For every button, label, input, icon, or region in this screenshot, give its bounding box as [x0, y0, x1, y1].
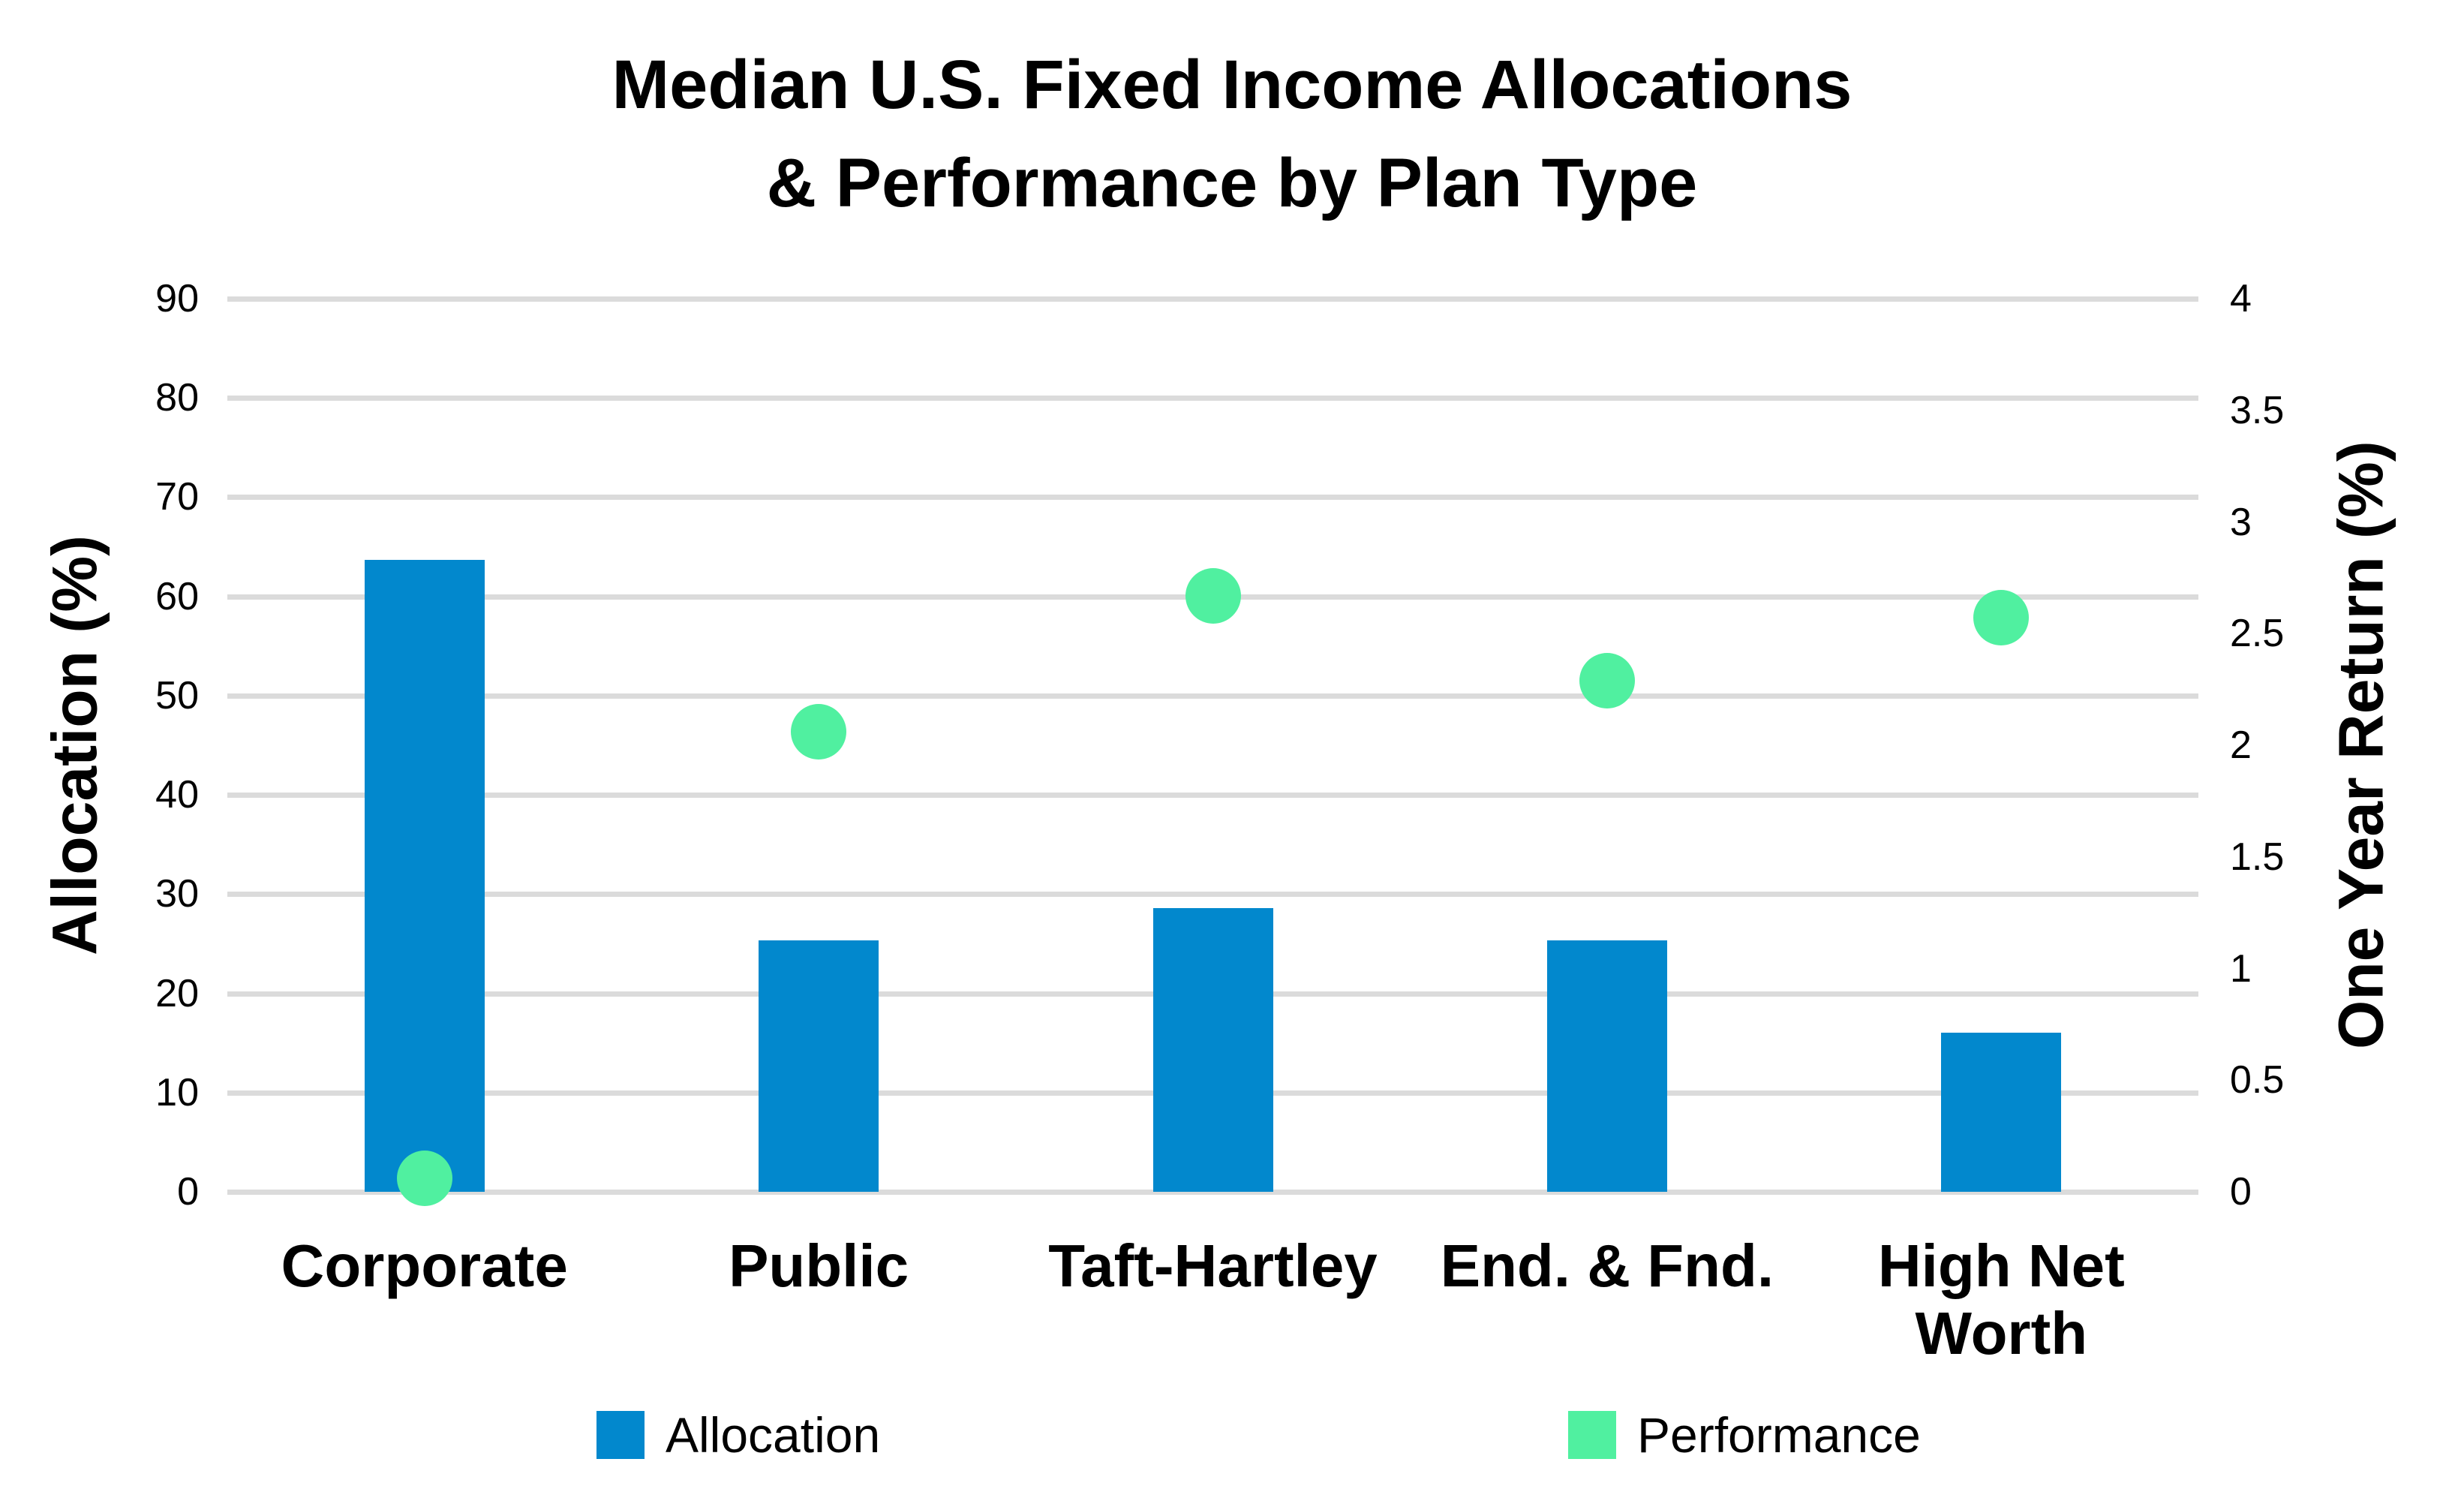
gridline — [227, 892, 2198, 898]
left-tick-label: 10 — [155, 1070, 199, 1114]
performance-dot — [791, 704, 847, 760]
gridline — [227, 495, 2198, 501]
allocation-bar — [364, 559, 485, 1192]
left-tick-label: 30 — [155, 872, 199, 916]
legend-item-performance: Performance — [1568, 1406, 1921, 1463]
performance-legend-label: Performance — [1637, 1407, 1921, 1463]
right-tick-label: 3 — [2230, 500, 2252, 544]
right-tick-label: 4 — [2230, 277, 2252, 320]
left-tick-label: 80 — [155, 376, 199, 420]
performance-dot — [1973, 590, 2030, 646]
right-tick-label: 1 — [2230, 946, 2252, 991]
chart-title: Median U.S. Fixed Income Allocations & P… — [0, 36, 2464, 232]
left-tick-label: 90 — [155, 277, 199, 320]
category-label: End. & Fnd. — [1440, 1232, 1774, 1299]
right-tick-label: 3.5 — [2230, 388, 2285, 432]
gridline — [227, 396, 2198, 402]
left-tick-label: 20 — [155, 971, 199, 1015]
allocation-bar — [1941, 1033, 2062, 1192]
left-tick-label: 70 — [155, 475, 199, 519]
gridline — [227, 1190, 2198, 1195]
performance-dot — [396, 1151, 452, 1207]
left-axis-title: Allocation (%) — [39, 535, 110, 955]
category-label: High Net Worth — [1877, 1232, 2125, 1367]
allocation-legend-label: Allocation — [666, 1407, 881, 1463]
gridline — [227, 693, 2198, 699]
right-tick-label: 2 — [2230, 723, 2252, 767]
performance-legend-swatch — [1568, 1411, 1616, 1459]
chart-title-line1: Median U.S. Fixed Income Allocations — [611, 47, 1853, 123]
left-tick-label: 40 — [155, 773, 199, 817]
left-tick-label: 0 — [177, 1170, 199, 1214]
allocation-bar — [1152, 907, 1273, 1192]
right-tick-label: 0.5 — [2230, 1058, 2285, 1102]
right-tick-label: 0 — [2230, 1170, 2252, 1214]
right-tick-label: 2.5 — [2230, 612, 2285, 656]
category-label: Public — [729, 1232, 909, 1299]
gridline — [227, 793, 2198, 799]
performance-dot — [1185, 567, 1241, 624]
left-tick-label: 50 — [155, 673, 199, 717]
chart-title-line2: & Performance by Plan Type — [766, 144, 1698, 221]
right-tick-label: 1.5 — [2230, 835, 2285, 879]
allocation-bar — [759, 940, 879, 1192]
allocation-legend-swatch — [596, 1411, 645, 1459]
allocation-bar — [1546, 940, 1667, 1192]
category-label: Corporate — [281, 1232, 568, 1299]
legend-item-allocation: Allocation — [596, 1406, 880, 1463]
performance-dot — [1579, 652, 1635, 708]
gridline — [227, 296, 2198, 302]
left-tick-label: 60 — [155, 574, 199, 618]
category-label: Taft-Hartley — [1048, 1232, 1378, 1299]
